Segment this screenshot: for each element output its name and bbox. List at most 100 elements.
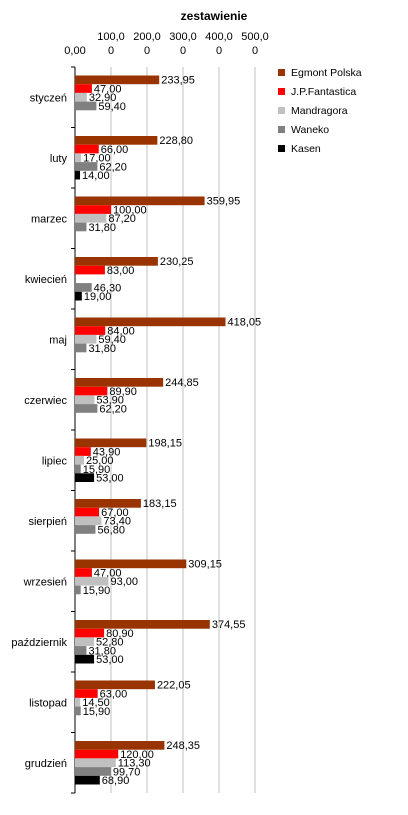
bar (75, 585, 81, 595)
data-label: 120,00 (120, 749, 154, 761)
bar (75, 101, 97, 111)
data-label: 32,90 (89, 92, 117, 104)
data-label: 43,90 (93, 446, 121, 458)
x-tick-label: 100,0 (97, 31, 125, 43)
bar (75, 767, 111, 776)
data-label: 62,20 (99, 403, 127, 415)
bar (75, 265, 105, 275)
x-tick-label: 0 (252, 45, 258, 57)
data-label: 19,00 (84, 291, 112, 303)
category-label: styczeń (30, 92, 67, 104)
gridlines (71, 66, 256, 794)
legend-swatch (278, 107, 285, 114)
legend-label: Mandragora (291, 105, 348, 117)
bar (75, 697, 81, 707)
data-label: 46,30 (94, 282, 122, 294)
data-label: 63,00 (100, 688, 128, 700)
data-label: 83,00 (107, 265, 135, 277)
bar (75, 153, 82, 163)
legend-label: Kasen (291, 143, 321, 155)
data-label: 222,05 (157, 680, 191, 692)
legend: Egmont Polska J.P.Fantastica Mandragora Wan… (278, 67, 362, 155)
bar (75, 464, 81, 474)
x-tick-label: 500,0 (241, 31, 269, 43)
category-labels: styczeń luty marzec kwiecień maj czerwiec lipi… (11, 92, 67, 770)
bar (75, 283, 92, 292)
category-label: maj (49, 334, 67, 346)
data-label: 248,35 (166, 740, 200, 752)
bar (75, 758, 116, 768)
bar (75, 326, 106, 335)
bar (75, 499, 141, 508)
bar (75, 628, 105, 638)
data-label: 359,95 (207, 196, 241, 208)
bar (75, 162, 98, 171)
x-tick-label: 400,0 (205, 31, 233, 43)
data-label: 93,00 (110, 576, 138, 588)
data-label: 53,00 (96, 654, 124, 666)
data-label: 47,00 (94, 83, 122, 95)
data-label: 73,40 (103, 516, 131, 528)
data-label: 68,90 (102, 775, 130, 787)
bar (75, 455, 84, 465)
legend-swatch (278, 69, 285, 76)
bar (75, 637, 95, 647)
category-label: sierpień (28, 516, 67, 528)
x-tick-label: 0 (108, 45, 114, 57)
data-label: 59,40 (98, 101, 126, 113)
data-label: 374,55 (212, 619, 246, 631)
bar (75, 92, 87, 102)
category-label: grudzień (25, 758, 67, 770)
data-label: 15,90 (83, 464, 111, 476)
x-tick-label: 0 (216, 45, 222, 57)
data-label: 183,15 (143, 498, 177, 510)
data-label: 47,00 (94, 567, 122, 579)
data-label: 14,00 (82, 170, 110, 182)
category-label: kwiecień (25, 274, 67, 286)
category-label: marzec (31, 213, 68, 225)
data-label: 53,90 (96, 395, 124, 407)
data-label: 309,15 (188, 559, 222, 571)
bar (75, 689, 98, 698)
data-label: 31,80 (88, 645, 116, 657)
chart-title: zestawienie (181, 9, 248, 23)
bar (75, 576, 109, 586)
data-label: 15,90 (83, 585, 111, 597)
bar (75, 291, 82, 301)
legend-swatch (278, 145, 285, 152)
bar (75, 170, 81, 180)
data-label: 100,00 (113, 204, 147, 216)
category-label: październik (11, 637, 67, 649)
bar (75, 136, 158, 145)
data-label: 80,90 (106, 628, 134, 640)
legend-swatch (278, 126, 285, 133)
bar (75, 741, 165, 750)
data-label: 230,25 (160, 256, 194, 268)
bar (75, 144, 99, 154)
bar (75, 680, 155, 690)
data-label: 67,00 (101, 507, 129, 519)
legend-label: Waneko (291, 124, 329, 136)
data-label: 418,05 (227, 317, 261, 329)
data-label: 89,90 (109, 386, 137, 398)
category-label: luty (50, 153, 68, 165)
bar (75, 257, 158, 266)
bar (75, 525, 96, 534)
category-label: lipiec (42, 455, 68, 467)
bar (75, 395, 95, 405)
bar (75, 568, 92, 577)
data-label: 87,20 (108, 213, 136, 225)
bar (75, 507, 100, 517)
legend-swatch (278, 88, 285, 95)
x-tick-label: 0 (144, 45, 150, 57)
bar (75, 706, 81, 716)
data-label: 17,00 (83, 153, 111, 165)
data-label: 84,00 (107, 325, 135, 337)
bar (75, 438, 147, 448)
bar (75, 386, 108, 396)
x-tick-label: 0,00 (64, 45, 85, 57)
bar (75, 473, 95, 482)
bar (75, 334, 97, 344)
bar (75, 654, 95, 664)
data-label: 31,80 (88, 343, 116, 355)
